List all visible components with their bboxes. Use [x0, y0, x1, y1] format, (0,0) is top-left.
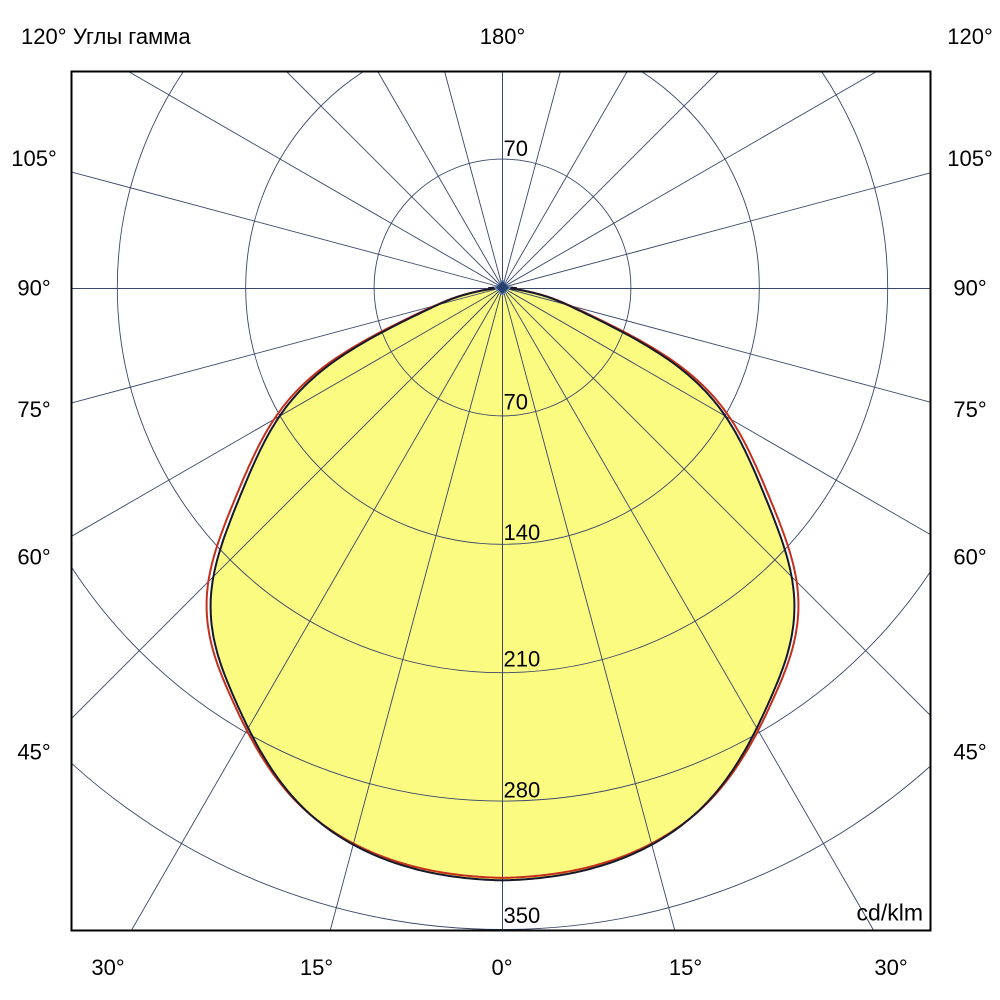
svg-text:75°: 75° — [953, 397, 986, 422]
svg-text:120°: 120° — [947, 24, 993, 49]
svg-text:140: 140 — [504, 520, 541, 545]
svg-text:60°: 60° — [953, 545, 986, 570]
svg-text:30°: 30° — [91, 955, 124, 980]
svg-text:105°: 105° — [947, 146, 993, 171]
svg-text:70: 70 — [504, 390, 528, 415]
svg-text:45°: 45° — [17, 740, 50, 765]
svg-text:180°: 180° — [480, 24, 526, 49]
svg-text:120°: 120° — [21, 24, 67, 49]
svg-text:45°: 45° — [953, 740, 986, 765]
svg-text:70: 70 — [504, 136, 528, 161]
svg-text:60°: 60° — [17, 545, 50, 570]
svg-text:75°: 75° — [17, 397, 50, 422]
svg-text:90°: 90° — [953, 276, 986, 301]
svg-text:0°: 0° — [491, 955, 512, 980]
svg-text:350: 350 — [504, 903, 541, 928]
svg-text:90°: 90° — [17, 276, 50, 301]
svg-text:15°: 15° — [300, 955, 333, 980]
svg-text:30°: 30° — [874, 955, 907, 980]
svg-text:cd/klm: cd/klm — [857, 900, 923, 926]
svg-text:210: 210 — [504, 647, 541, 672]
svg-text:105°: 105° — [11, 146, 57, 171]
svg-text:280: 280 — [504, 778, 541, 803]
svg-text:Углы гамма: Углы гамма — [73, 24, 191, 49]
svg-text:15°: 15° — [669, 955, 702, 980]
